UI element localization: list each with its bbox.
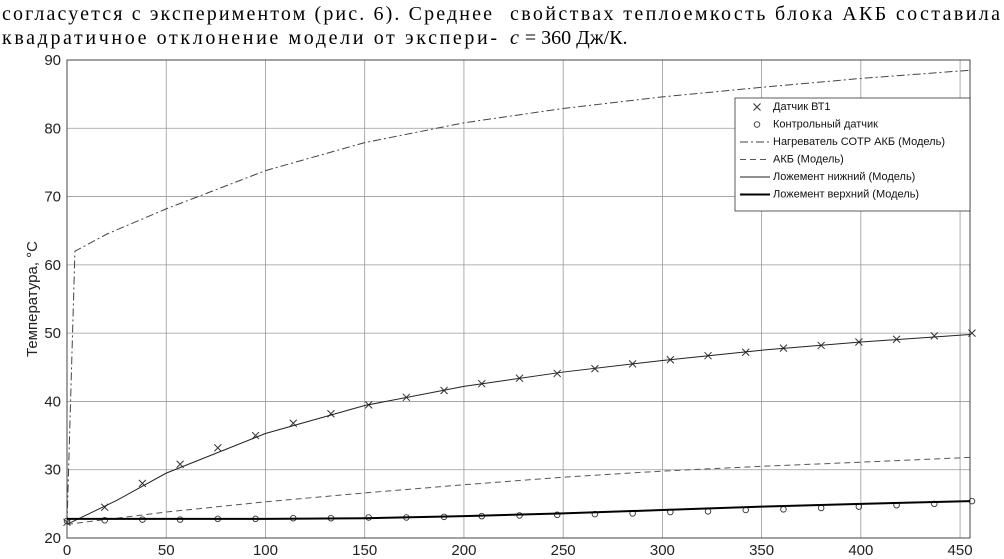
legend: Датчик ВТ1 Контрольный датчик Нагреватель …	[734, 97, 971, 212]
chart: 0 50 100 150 200 250 300 350 400 450 20 30 40 50 60 70 8…	[24, 52, 976, 559]
y-tick-label: 60	[44, 257, 61, 274]
x-marker	[289, 419, 298, 428]
x-marker	[213, 444, 222, 452]
text-line: согласуется с экспериментом (рис. 6). Ср…	[2, 3, 492, 25]
text-line: свойствах теплоемкость блока АКБ состави…	[510, 3, 1000, 25]
formula: c = 360 Дж/К.	[510, 27, 628, 49]
x-tick-label: 450	[948, 542, 973, 559]
formula-var: c	[510, 27, 519, 49]
x-tick-label: 400	[848, 542, 873, 559]
plot-frame	[66, 59, 971, 539]
x-tick-label: 350	[749, 542, 774, 559]
legend-box	[734, 97, 971, 212]
x-tick-label: 0	[63, 542, 71, 559]
y-axis-label: Температура, °С	[24, 241, 41, 357]
y-tick-label: 80	[44, 120, 61, 137]
y-tick-label: 90	[44, 52, 61, 69]
y-tick-label: 50	[44, 325, 61, 342]
x-tick-label: 100	[253, 542, 278, 559]
x-marker	[930, 332, 939, 340]
y-tick-label: 20	[44, 530, 61, 547]
formula-rest: = 360 Дж/К.	[525, 27, 628, 49]
legend-label: АКБ (Модель)	[773, 153, 844, 165]
legend-label: Ложемент верхний (Модель)	[773, 188, 919, 200]
y-tick-label: 30	[44, 462, 61, 479]
x-tick-label: 200	[451, 542, 476, 559]
x-tick-label: 300	[650, 542, 675, 559]
legend-label: Нагреватель СОТР АКБ (Модель)	[773, 136, 945, 148]
x-marker	[753, 103, 761, 111]
x-marker	[138, 479, 147, 488]
x-tick-label: 250	[551, 542, 576, 559]
legend-label: Контрольный датчик	[773, 118, 878, 130]
legend-label: Ложемент нижний (Модель)	[773, 171, 915, 183]
x-marker	[968, 329, 976, 337]
y-tick-label: 40	[44, 393, 61, 410]
text-line: квадратичное отклонение модели от экспер…	[2, 27, 497, 49]
series-line	[66, 334, 971, 525]
series-line	[67, 500, 971, 520]
legend-label: Датчик ВТ1	[773, 101, 831, 113]
y-tick-label: 70	[44, 189, 61, 206]
x-tick-label: 50	[158, 542, 175, 559]
o-marker	[553, 511, 561, 519]
x-tick-label: 150	[352, 542, 377, 559]
o-marker	[753, 121, 761, 128]
o-marker	[591, 510, 599, 518]
